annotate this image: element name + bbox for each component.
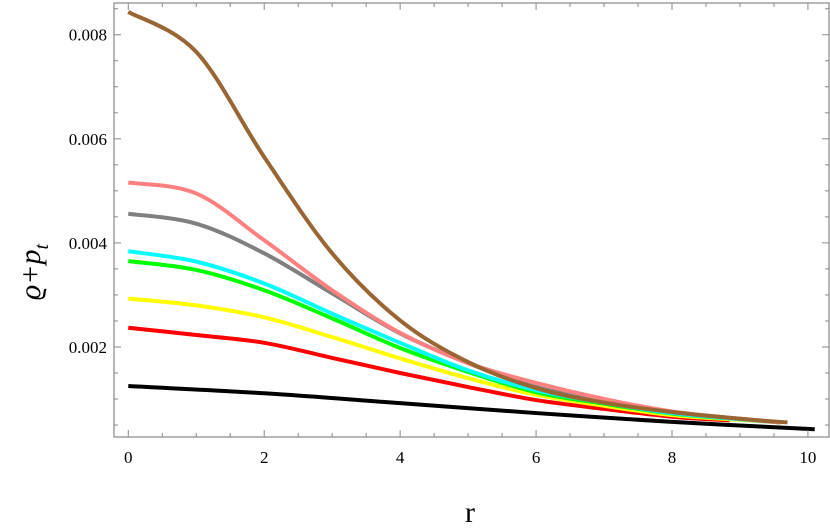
x-tick-label: 8 [668,448,677,467]
x-tick-label: 2 [260,448,269,467]
y-axis-title-sub: t [31,244,53,250]
series-line [127,180,781,425]
x-axis-title: r [465,496,475,529]
x-tick-label: 0 [124,448,133,467]
x-tick-label: 4 [396,448,405,467]
series-group [127,10,815,432]
y-axis-title-main: ϱ+p [14,250,47,300]
series-line [128,259,781,425]
y-tick-label: 0.008 [69,26,107,45]
series-line [128,384,815,432]
series-line [127,10,788,425]
series-line [128,296,781,425]
y-tick-label: 0.004 [69,234,108,253]
y-tick-label: 0.006 [69,130,107,149]
plot-frame [113,2,830,438]
series-line [128,325,730,423]
plot-border [113,2,830,438]
x-tick-label: 6 [532,448,541,467]
axis-ticks: 0 2 4 6 8 10 0.002 0.004 0.006 0.008 [69,3,829,467]
x-tick-label: 10 [799,448,816,467]
y-tick-label: 0.002 [69,338,107,357]
y-axis-title: ϱ+pt [14,244,53,300]
